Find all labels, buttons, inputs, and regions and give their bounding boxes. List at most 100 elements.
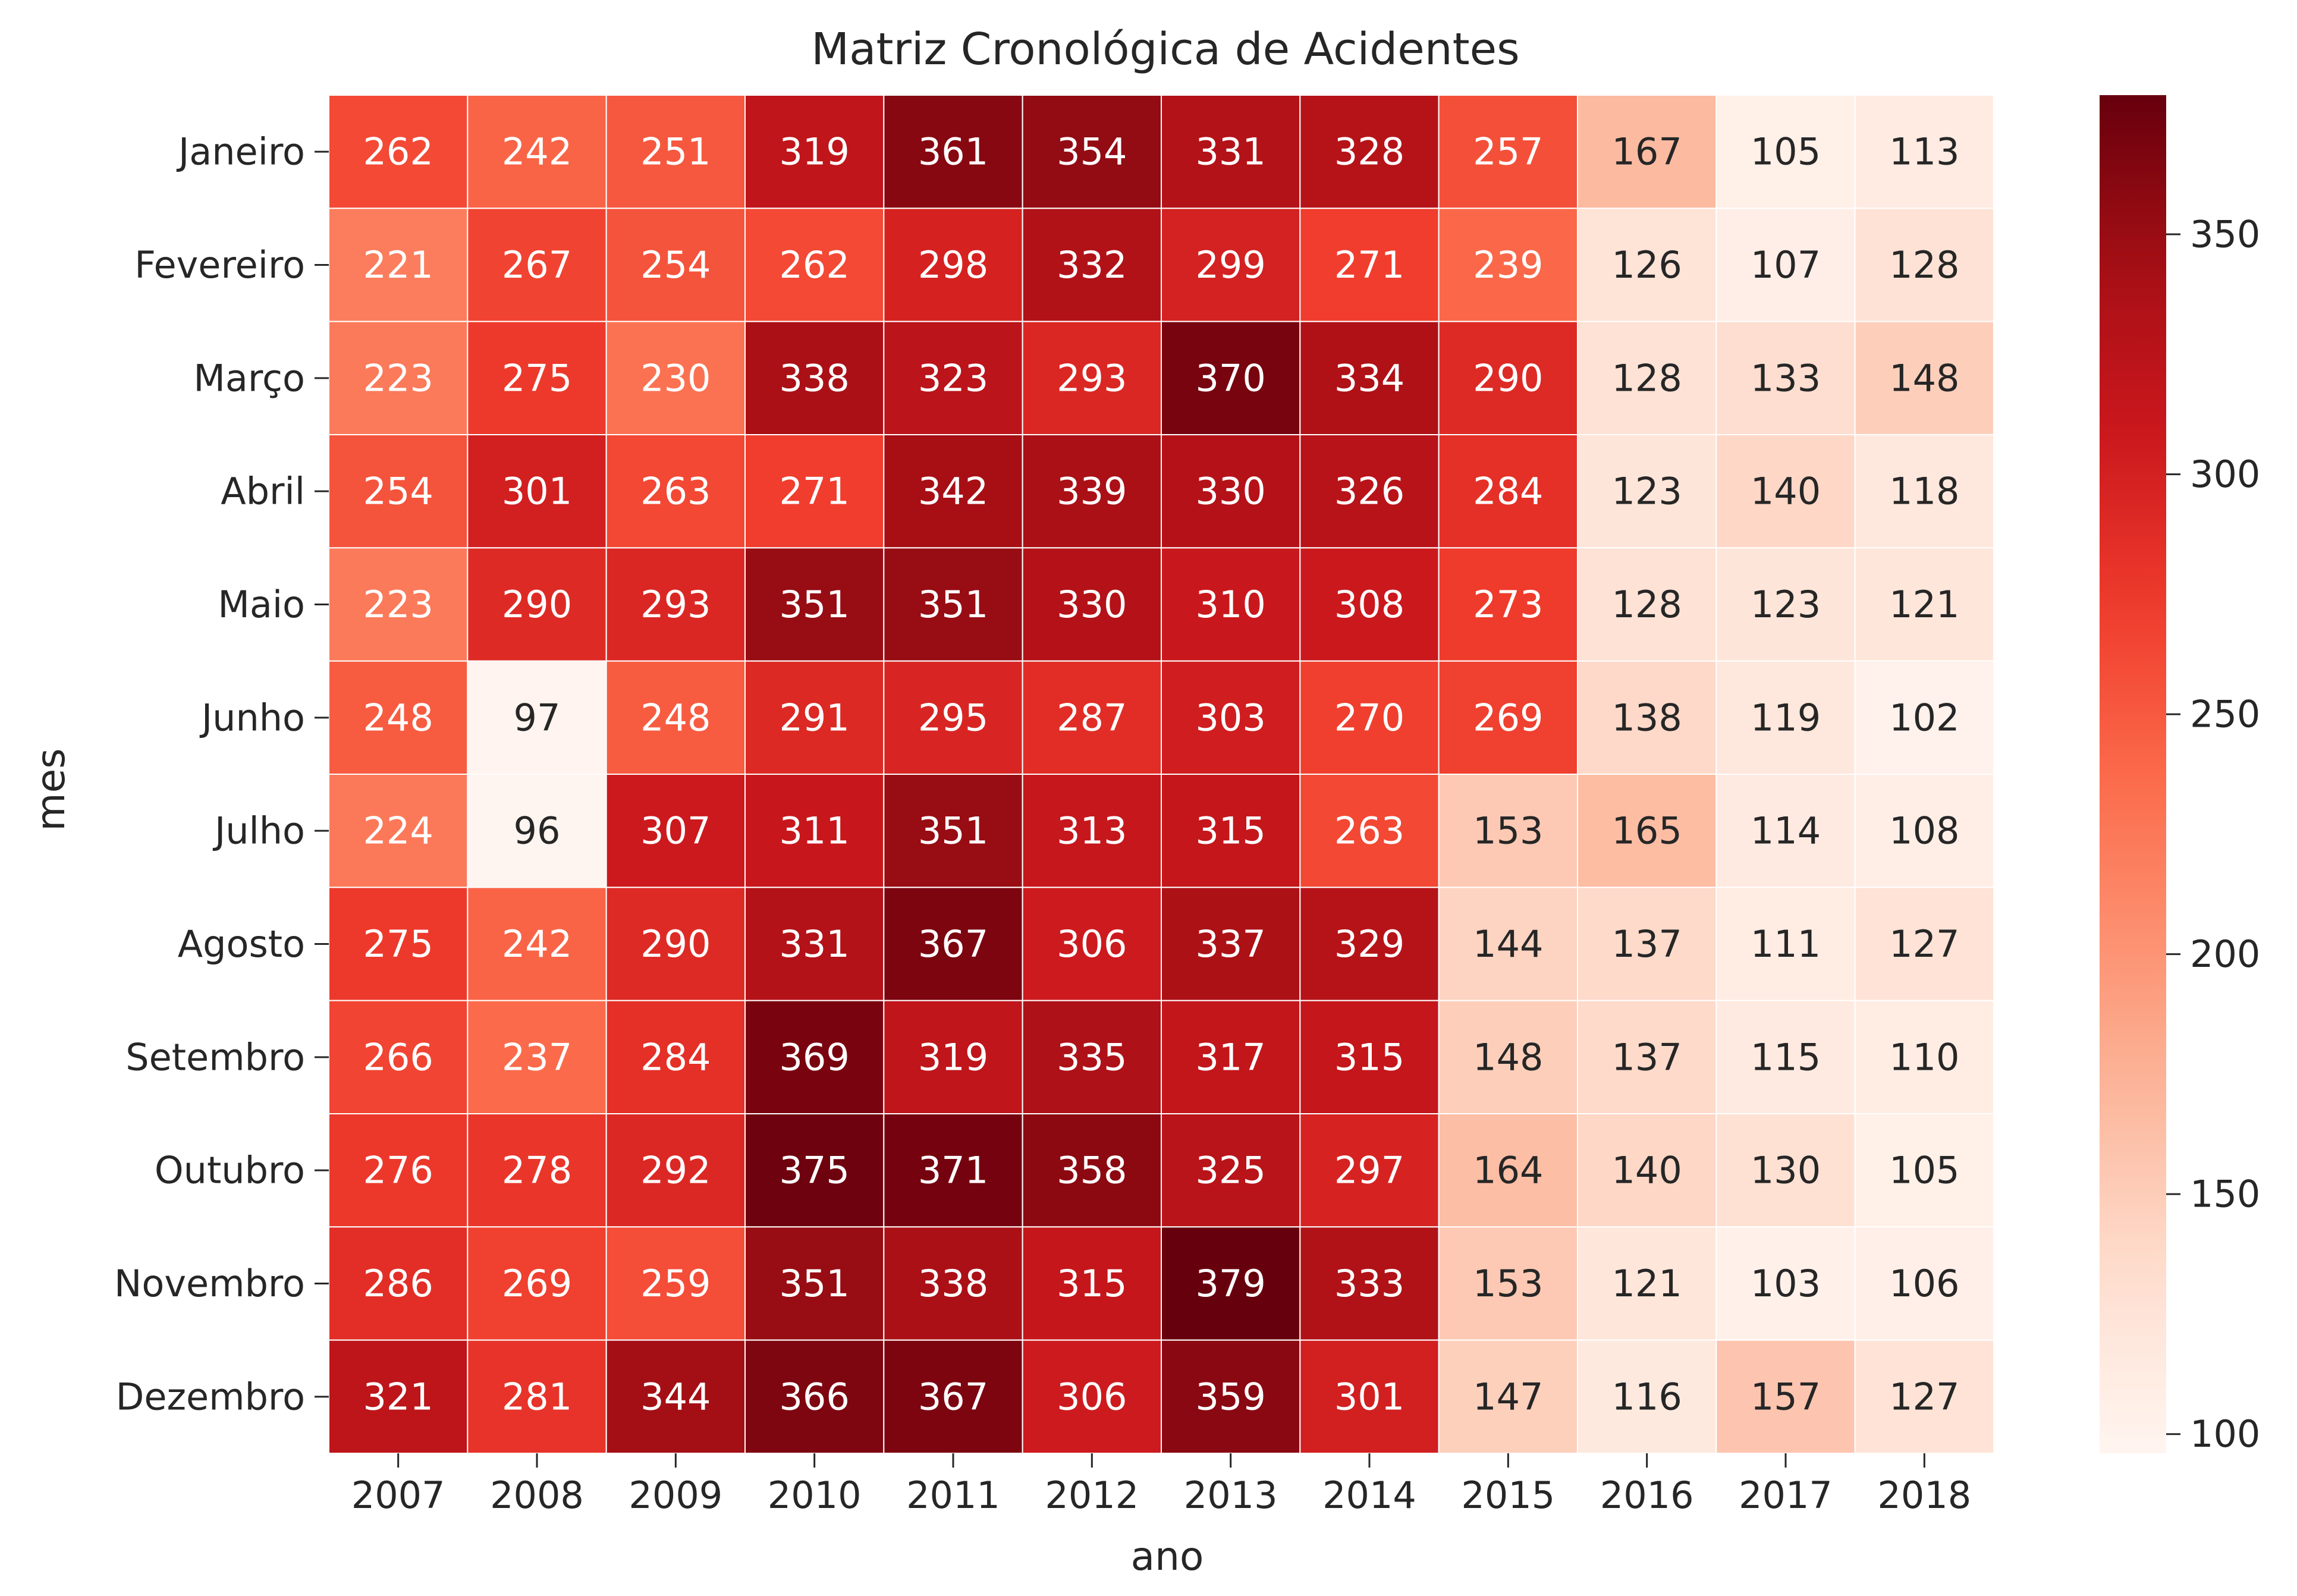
cell-value-label: 351 <box>779 1262 849 1305</box>
cell-value-label: 298 <box>918 243 988 287</box>
cell-value-label: 370 <box>1195 356 1265 400</box>
y-tick-label: Abril <box>221 470 305 513</box>
cell-value-label: 354 <box>1057 130 1127 174</box>
cell-value-label: 301 <box>502 470 572 513</box>
cell-value-label: 263 <box>640 470 711 513</box>
heatmap-cell <box>744 434 885 549</box>
heatmap-cell <box>1715 1339 1856 1454</box>
colorbar-tick-label: 150 <box>2190 1173 2260 1216</box>
colorbar-tick-label: 200 <box>2190 932 2260 976</box>
cell-value-label: 287 <box>1057 696 1127 739</box>
cell-value-label: 278 <box>502 1149 572 1192</box>
cell-value-label: 128 <box>1611 356 1682 400</box>
cell-value-label: 157 <box>1751 1375 1821 1418</box>
cell-value-label: 248 <box>640 696 711 739</box>
heatmap-cell <box>1438 1000 1579 1114</box>
heatmap-cell <box>328 660 469 775</box>
cell-value-label: 115 <box>1751 1035 1821 1079</box>
y-tick-label: Outubro <box>155 1149 305 1192</box>
cell-value-label: 275 <box>502 356 572 400</box>
cell-value-label: 351 <box>779 583 849 626</box>
heatmap-cell <box>1715 434 1856 549</box>
cell-value-label: 331 <box>1195 130 1265 174</box>
y-tick-label: Agosto <box>178 922 305 966</box>
cell-value-label: 127 <box>1889 1375 1959 1418</box>
heatmap-cell <box>883 774 1023 888</box>
cell-value-label: 306 <box>1057 922 1127 966</box>
colorbar-tick-label: 100 <box>2190 1412 2260 1456</box>
heatmap-cell <box>1577 1000 1717 1114</box>
heatmap-cell <box>1161 1000 1301 1114</box>
heatmap-cell <box>1299 660 1440 775</box>
cell-value-label: 379 <box>1195 1262 1265 1305</box>
cell-value-label: 311 <box>779 809 849 853</box>
cell-value-label: 147 <box>1473 1375 1543 1418</box>
colorbar-tick-label: 350 <box>2190 213 2260 256</box>
heatmap-cell <box>1854 1339 1995 1454</box>
colorbar-ticks: 100 150 200 250 300 350 <box>2166 213 2260 1456</box>
heatmap-cell <box>1715 321 1856 436</box>
cell-value-label: 338 <box>918 1262 988 1305</box>
heatmap-cell <box>605 887 746 1001</box>
cell-value-label: 313 <box>1057 809 1127 853</box>
heatmap-cell <box>1854 887 1995 1001</box>
cell-value-label: 351 <box>918 583 988 626</box>
heatmap-cell <box>1161 1339 1301 1454</box>
heatmap-cell <box>328 434 469 549</box>
heatmap-cell <box>1022 547 1162 662</box>
cell-value-label: 270 <box>1334 696 1404 739</box>
cell-value-label: 335 <box>1057 1035 1127 1079</box>
heatmap-cell <box>744 208 885 322</box>
cell-value-label: 284 <box>1473 470 1543 513</box>
heatmap-cell <box>1161 1113 1301 1228</box>
cell-value-label: 121 <box>1889 583 1959 626</box>
cell-value-label: 297 <box>1334 1149 1404 1192</box>
heatmap-cell <box>744 660 885 775</box>
heatmap-cell <box>1299 95 1440 209</box>
heatmap-cell <box>328 774 469 888</box>
cell-value-label: 262 <box>779 243 849 287</box>
heatmap-cell <box>1715 1226 1856 1341</box>
cell-value-label: 259 <box>640 1262 711 1305</box>
cell-value-label: 293 <box>640 583 711 626</box>
heatmap-cell <box>1161 887 1301 1001</box>
heatmap-cell <box>1299 1000 1440 1114</box>
heatmap-cell <box>744 1113 885 1228</box>
cell-value-label: 271 <box>779 470 849 513</box>
heatmap-cell <box>467 1000 607 1114</box>
heatmap-cell <box>1854 1113 1995 1228</box>
heatmap-cell <box>467 434 607 549</box>
cell-value-label: 230 <box>640 356 711 400</box>
y-tick-label: Março <box>193 356 305 400</box>
x-tick-label: 2007 <box>351 1474 445 1517</box>
x-tick-label: 2015 <box>1461 1474 1555 1517</box>
y-tick-label: Dezembro <box>116 1375 305 1418</box>
cell-value-label: 273 <box>1473 583 1543 626</box>
cell-value-label: 254 <box>640 243 711 287</box>
heatmap-cell <box>605 547 746 662</box>
heatmap-cell <box>1854 208 1995 322</box>
y-tick-label: Janeiro <box>176 130 305 174</box>
heatmap-cell <box>1161 547 1301 662</box>
y-tick-label: Setembro <box>125 1035 305 1079</box>
cell-value-label: 123 <box>1611 470 1682 513</box>
cell-value-label: 113 <box>1889 130 1959 174</box>
cell-value-label: 121 <box>1611 1262 1682 1305</box>
colorbar-tick-label: 300 <box>2190 453 2260 496</box>
heatmap-cell <box>1438 434 1579 549</box>
heatmap-cell <box>1299 547 1440 662</box>
heatmap-cell <box>1161 1226 1301 1341</box>
cell-value-label: 165 <box>1611 809 1682 853</box>
cell-value-label: 137 <box>1611 1035 1682 1079</box>
y-tick-label: Fevereiro <box>134 243 305 287</box>
cell-value-label: 102 <box>1889 696 1959 739</box>
cell-value-label: 126 <box>1611 243 1682 287</box>
heatmap-cell <box>1715 774 1856 888</box>
cell-value-label: 267 <box>502 243 572 287</box>
cell-value-label: 223 <box>363 583 433 626</box>
cell-value-label: 290 <box>640 922 711 966</box>
cell-value-label: 133 <box>1751 356 1821 400</box>
cell-value-label: 310 <box>1195 583 1265 626</box>
cell-value-label: 239 <box>1473 243 1543 287</box>
cell-value-label: 326 <box>1334 470 1404 513</box>
